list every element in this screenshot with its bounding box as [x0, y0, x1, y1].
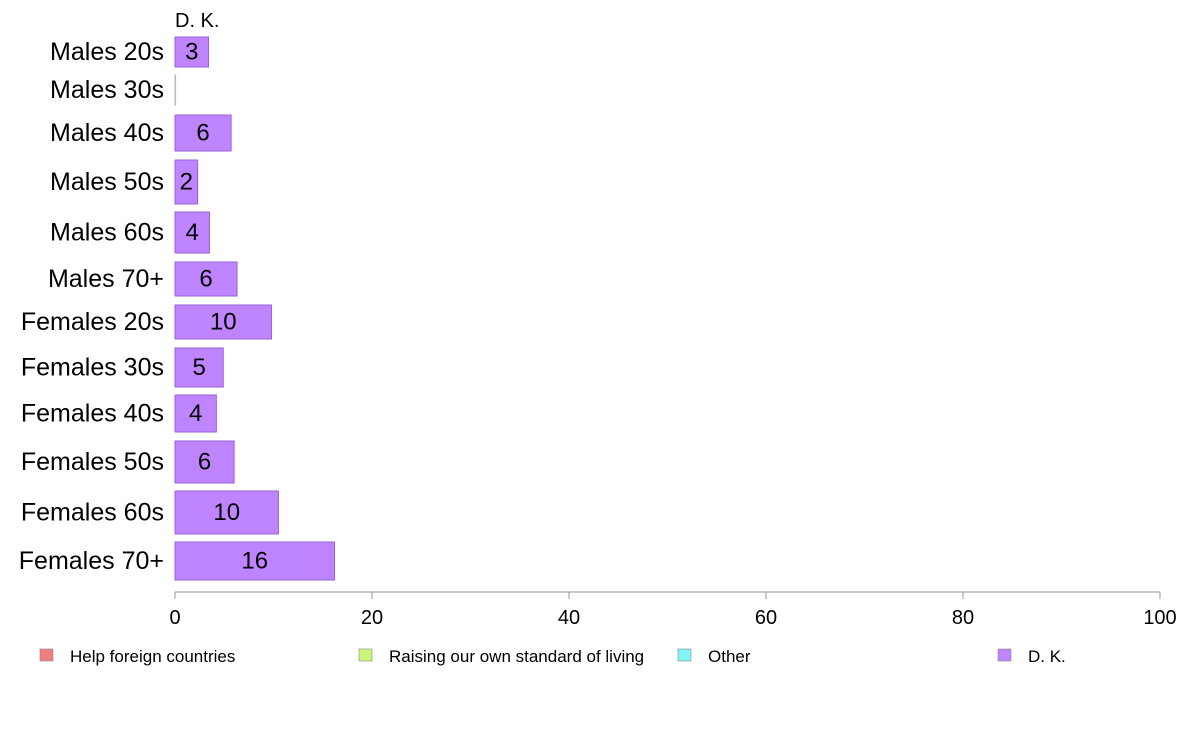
x-tick-label: 40	[558, 607, 580, 629]
category-label: Females 70+	[19, 547, 164, 575]
bar-value-label: 3	[185, 39, 198, 66]
bar-value-label: 4	[186, 219, 199, 246]
x-tick-label: 80	[952, 607, 974, 629]
bar-value-label: 5	[192, 354, 205, 381]
bar	[174, 490, 279, 535]
bar	[174, 74, 177, 106]
bar-value-label: 6	[196, 120, 209, 147]
bar	[174, 394, 217, 433]
category-label: Males 60s	[50, 219, 164, 247]
legend-item: Raising our own standard of living	[358, 647, 644, 666]
x-tick-label: 0	[169, 607, 180, 629]
legend-item: Help foreign countries	[39, 647, 235, 666]
x-tick-label: 20	[361, 607, 383, 629]
legend-label: Raising our own standard of living	[389, 647, 644, 666]
category-label: Males 70+	[48, 265, 164, 293]
legend-swatch	[997, 648, 1012, 662]
bar-value-label: 16	[241, 548, 268, 575]
category-label: Males 20s	[50, 38, 164, 66]
category-label: Females 50s	[21, 448, 164, 476]
bar	[174, 440, 235, 484]
bar	[174, 347, 224, 388]
bar-value-label: 4	[189, 400, 202, 427]
bar	[174, 114, 232, 152]
legend-item: Other	[677, 647, 751, 666]
category-label: Males 50s	[50, 168, 164, 196]
legend-label: Other	[708, 647, 751, 666]
category-label: Females 40s	[21, 400, 164, 428]
legend-item: D. K.	[997, 647, 1066, 666]
legend-label: Help foreign countries	[70, 647, 235, 666]
legend-label: D. K.	[1028, 647, 1066, 666]
bar	[174, 36, 209, 68]
bar	[174, 304, 273, 340]
bar	[174, 211, 210, 254]
category-label: Females 60s	[21, 499, 164, 527]
category-label: Males 40s	[50, 119, 164, 147]
category-label: Females 20s	[21, 308, 164, 336]
legend-swatch	[677, 648, 692, 662]
x-tick-label: 60	[755, 607, 777, 629]
legend-swatch	[358, 648, 373, 662]
bar	[174, 159, 199, 205]
bar-value-label: 10	[210, 309, 237, 336]
category-label: Females 30s	[21, 354, 164, 382]
category-label: Males 30s	[50, 76, 164, 104]
panel-title: D. K.	[175, 10, 219, 32]
bar	[174, 541, 336, 581]
category-labels: Males 20s Males 30s Males 40s Males 50s Male…	[19, 38, 164, 575]
bar-value-label: 6	[198, 449, 211, 476]
bar	[174, 261, 238, 297]
x-axis: 0 20 40 60 80 100	[169, 591, 1177, 629]
legend: Help foreign countries Raising our own st…	[39, 647, 1066, 666]
x-tick-label: 100	[1143, 607, 1176, 629]
bar-value-label: 6	[199, 266, 212, 293]
bar-value-label: 2	[180, 169, 193, 196]
bar-value-label: 10	[213, 499, 240, 526]
legend-swatch	[39, 648, 54, 662]
